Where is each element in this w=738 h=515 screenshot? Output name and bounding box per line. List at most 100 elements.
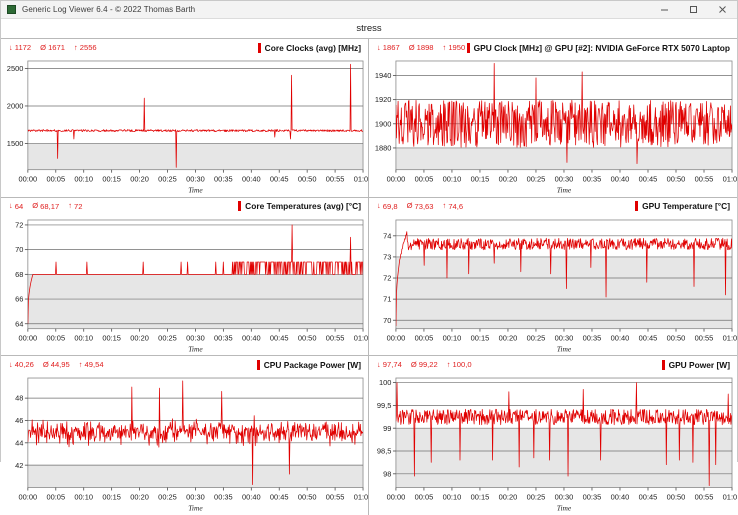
chart-legend-gpu-power[interactable]: GPU Power [W]: [661, 359, 730, 370]
svg-text:00:05: 00:05: [415, 333, 434, 342]
stat-min: ↓ 1172: [9, 43, 31, 52]
svg-text:00:20: 00:20: [130, 493, 149, 502]
chart-legend-gpu-temperature[interactable]: GPU Temperature [°C]: [635, 201, 730, 212]
chart-canvas-gpu-temperature: 70 71 72 73 74 00:00 00:05 00:10 00:15 00:20 00:25…: [383, 219, 737, 353]
svg-text:00:05: 00:05: [415, 175, 434, 184]
stat-max-value: 74,6: [448, 201, 464, 211]
svg-text:00:10: 00:10: [74, 175, 93, 184]
legend-color-swatch: [466, 42, 470, 53]
svg-text:Time: Time: [188, 186, 203, 195]
svg-text:00:15: 00:15: [471, 493, 490, 502]
stat-min-value: 1867: [382, 43, 400, 52]
svg-text:00:45: 00:45: [639, 333, 658, 342]
svg-text:98: 98: [383, 470, 391, 479]
svg-text:00:10: 00:10: [443, 493, 462, 502]
svg-text:00:15: 00:15: [102, 493, 121, 502]
stat-max-value: 49,54: [84, 360, 104, 370]
svg-text:00:10: 00:10: [74, 493, 93, 502]
chart-plot-gpu-clock[interactable]: 1880 1900 1920 1940 00:00 00:05 00:10 00:15 00:2…: [369, 56, 737, 197]
chart-panel-cpu-package-power: ↓ 40,26 Ø 44,95 ↑ 49,54 CPU Package Power [W] 4…: [1, 356, 369, 515]
chart-panel-gpu-temperature: ↓ 69,8 Ø 73,63 ↑ 74,6 GPU Temperature [°C] 70 71…: [369, 198, 737, 357]
svg-text:00:50: 00:50: [667, 175, 686, 184]
legend-color-swatch: [238, 201, 242, 212]
svg-text:00:10: 00:10: [443, 333, 462, 342]
chart-plot-cpu-package-power[interactable]: 42 44 46 48 00:00 00:05 00:10 00:15 00:20 00:25 00…: [1, 373, 368, 515]
chart-panel-core-temperatures: ↓ 64 Ø 68,17 ↑ 72 Core Temperatures (avg) [°C]…: [1, 197, 369, 357]
chart-title: Core Clocks (avg) [MHz]: [264, 42, 361, 53]
svg-text:00:10: 00:10: [443, 175, 462, 184]
arrow-down-icon: ↓: [9, 359, 13, 369]
svg-text:68: 68: [15, 270, 23, 279]
svg-text:00:50: 00:50: [298, 333, 317, 342]
stat-max: ↑ 2556: [74, 43, 97, 52]
svg-text:00:35: 00:35: [214, 493, 233, 502]
chart-plot-gpu-temperature[interactable]: 70 71 72 73 74 00:00 00:05 00:10 00:15 00:20 00:25…: [369, 215, 737, 356]
chart-legend-gpu-clock[interactable]: GPU Clock [MHz] @ GPU [#2]: NVIDIA GeFor…: [466, 42, 730, 53]
svg-text:00:35: 00:35: [214, 333, 233, 342]
svg-text:00:05: 00:05: [46, 333, 65, 342]
stat-max: ↑ 49,54: [79, 360, 104, 369]
chart-stats-cpu-package-power: ↓ 40,26 Ø 44,95 ↑ 49,54: [9, 360, 104, 369]
svg-text:00:25: 00:25: [158, 333, 177, 342]
arrow-up-icon: ↑: [442, 201, 447, 211]
svg-text:00:25: 00:25: [527, 493, 546, 502]
chart-legend-core-clocks[interactable]: Core Clocks (avg) [MHz]: [257, 42, 361, 53]
stat-min: ↓ 64: [9, 202, 23, 211]
svg-text:1500: 1500: [7, 139, 24, 148]
svg-text:00:55: 00:55: [695, 493, 714, 502]
stat-avg-value: 99,22: [418, 360, 438, 370]
svg-text:00:50: 00:50: [667, 333, 686, 342]
maximize-icon[interactable]: [679, 1, 708, 18]
svg-text:99: 99: [383, 424, 391, 433]
svg-text:00:40: 00:40: [611, 493, 630, 502]
stat-avg: Ø 99,22: [411, 360, 438, 369]
svg-text:00:15: 00:15: [102, 175, 121, 184]
svg-text:00:20: 00:20: [499, 333, 518, 342]
stat-avg-value: 1898: [416, 43, 434, 52]
chart-plot-gpu-power[interactable]: 98 98,5 99 99,5 100 00:00 00:05 00:10 00:15 00:20…: [369, 373, 737, 515]
stat-avg: Ø 1671: [40, 43, 65, 52]
chart-title: GPU Temperature [°C]: [642, 201, 730, 212]
svg-text:00:35: 00:35: [583, 175, 602, 184]
chart-title: CPU Package Power [W]: [263, 359, 361, 370]
svg-text:Time: Time: [188, 504, 203, 513]
document-header: stress: [1, 19, 737, 39]
close-icon[interactable]: [708, 1, 737, 18]
svg-text:1940: 1940: [375, 71, 392, 80]
svg-text:00:30: 00:30: [186, 333, 205, 342]
svg-text:00:55: 00:55: [326, 175, 345, 184]
chart-plot-core-temperatures[interactable]: 64 66 68 70 72 00:00 00:05 00:10 00:15 00:20 00:25…: [1, 215, 368, 356]
svg-text:01:00: 01:00: [723, 175, 737, 184]
chart-plot-core-clocks[interactable]: 1500 2000 2500 00:00 00:05 00:10 00:15 00:20 00:…: [1, 56, 368, 197]
minimize-icon[interactable]: [650, 1, 679, 18]
stat-min-value: 40,26: [14, 360, 34, 370]
svg-text:00:35: 00:35: [214, 175, 233, 184]
svg-text:Time: Time: [188, 344, 203, 353]
stat-min: ↓ 1867: [377, 43, 400, 52]
chart-stats-gpu-power: ↓ 97,74 Ø 99,22 ↑ 100,0: [377, 360, 472, 369]
chart-stats-core-temperatures: ↓ 64 Ø 68,17 ↑ 72: [9, 202, 82, 211]
average-icon: Ø: [40, 42, 47, 52]
svg-text:01:00: 01:00: [354, 493, 368, 502]
svg-text:00:05: 00:05: [46, 175, 65, 184]
average-icon: Ø: [408, 42, 415, 52]
arrow-up-icon: ↑: [442, 42, 447, 52]
arrow-down-icon: ↓: [377, 359, 381, 369]
chart-title: GPU Power [W]: [668, 359, 730, 370]
chart-legend-cpu-package-power[interactable]: CPU Package Power [W]: [256, 359, 361, 370]
chart-header-gpu-clock: ↓ 1867 Ø 1898 ↑ 1950 GPU Clock [MHz] @ GPU [#2…: [369, 39, 737, 56]
stat-max: ↑ 1950: [443, 43, 466, 52]
chart-header-gpu-power: ↓ 97,74 Ø 99,22 ↑ 100,0 GPU Power [W]: [369, 356, 737, 373]
chart-title: Core Temperatures (avg) [°C]: [245, 201, 361, 212]
svg-text:00:30: 00:30: [186, 175, 205, 184]
stat-avg-value: 68,17: [40, 201, 60, 211]
svg-text:100: 100: [379, 378, 391, 387]
svg-text:48: 48: [15, 394, 23, 403]
stat-min: ↓ 97,74: [377, 360, 402, 369]
svg-text:71: 71: [383, 294, 391, 303]
svg-text:00:55: 00:55: [695, 175, 714, 184]
chart-canvas-core-clocks: 1500 2000 2500 00:00 00:05 00:10 00:15 00:20 00:…: [7, 60, 368, 195]
chart-legend-core-temperatures[interactable]: Core Temperatures (avg) [°C]: [238, 201, 361, 212]
average-icon: Ø: [410, 359, 417, 369]
svg-text:01:00: 01:00: [354, 175, 368, 184]
